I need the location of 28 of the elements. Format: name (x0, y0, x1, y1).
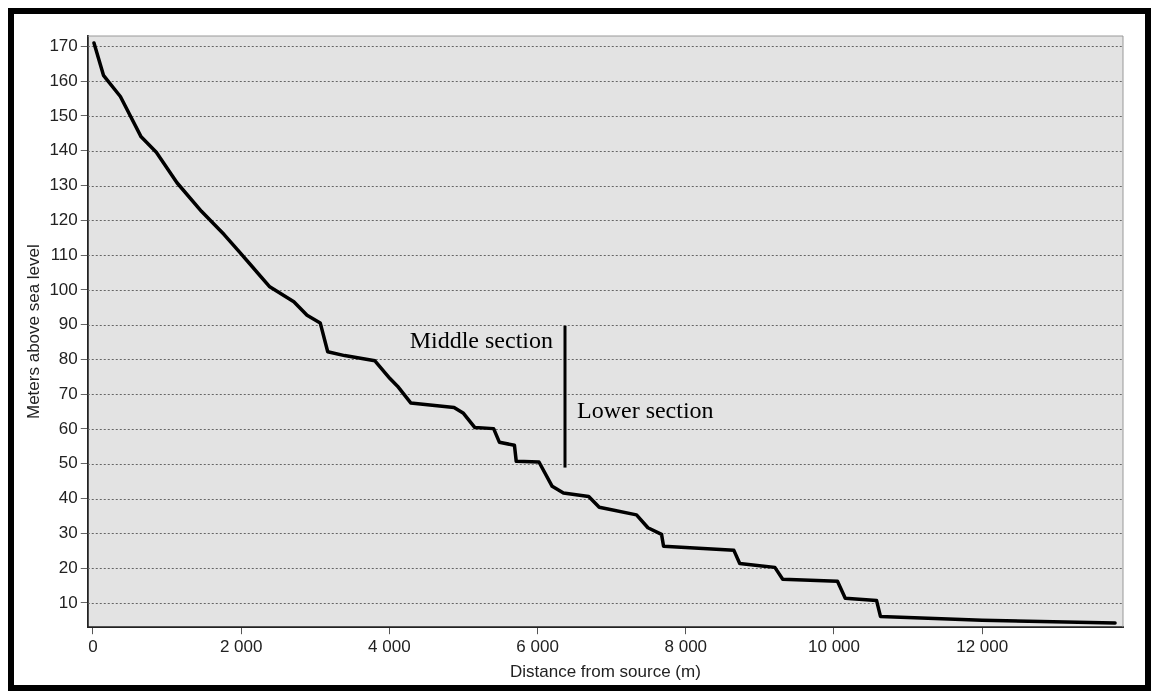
y-tick-label: 160 (49, 70, 78, 90)
annotation: Lower section (577, 396, 714, 423)
y-tick-label: 100 (49, 279, 78, 299)
x-tick-label: 2 000 (219, 637, 263, 657)
y-tick-label: 130 (49, 175, 78, 195)
y-tick-label: 60 (58, 418, 78, 438)
x-tick-label: 6 000 (516, 637, 559, 657)
y-tick-label: 120 (49, 210, 78, 229)
x-tick-label: 0 (88, 637, 98, 657)
x-tick-label: 10 000 (807, 637, 860, 657)
x-axis-title: Distance from source (m) (509, 662, 701, 682)
y-tick-label: 10 (58, 592, 78, 612)
y-tick-label: 140 (49, 140, 78, 160)
y-tick-label: 70 (58, 383, 78, 403)
y-tick-label: 20 (58, 557, 78, 577)
y-tick-label: 50 (58, 453, 78, 473)
x-tick-label: 12 000 (956, 637, 1009, 657)
y-tick-label: 170 (49, 36, 78, 56)
y-axis-title: Meters above sea level (23, 244, 43, 420)
y-tick-label: 40 (58, 488, 78, 508)
y-tick-label: 30 (58, 522, 78, 542)
y-tick-label: 150 (49, 105, 78, 125)
annotation: Middle section (409, 327, 553, 354)
y-tick-label: 90 (58, 314, 78, 334)
y-tick-label: 110 (50, 244, 78, 264)
x-tick-label: 4 000 (368, 637, 411, 657)
y-tick-label: 80 (58, 349, 78, 369)
x-tick-label: 8 000 (664, 637, 708, 657)
